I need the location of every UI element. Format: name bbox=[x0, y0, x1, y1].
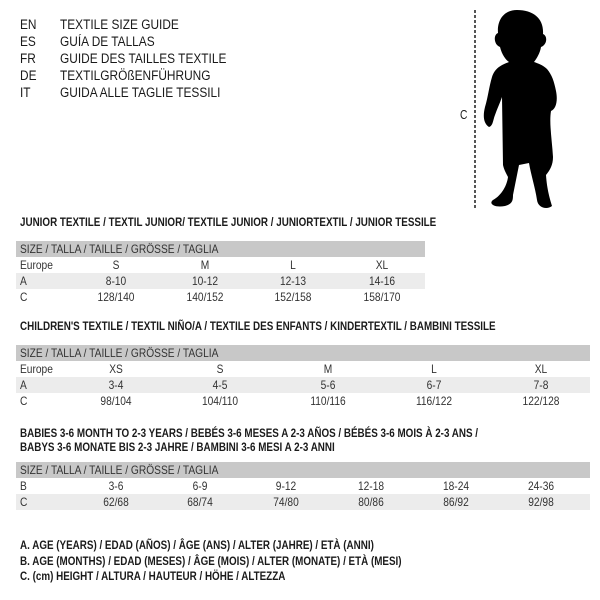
table-cell: 6-9 bbox=[192, 479, 208, 493]
table-cell: 68/74 bbox=[187, 495, 213, 509]
table-cell: 140/152 bbox=[186, 290, 224, 304]
row-label: Europe bbox=[20, 362, 53, 376]
language-code: DE bbox=[20, 68, 37, 83]
table-cell: S bbox=[112, 258, 120, 272]
table-row: Europe XS S M L XL bbox=[16, 361, 590, 377]
table-row: A 3-4 4-5 5-6 6-7 7-8 bbox=[16, 377, 590, 393]
size-table: SIZE / TALLA / TAILLE / GRÖSSE / TAGLIA E… bbox=[16, 241, 425, 305]
language-title: GUÍA DE TALLAS bbox=[60, 34, 155, 49]
table-cell: 3-4 bbox=[108, 378, 124, 392]
size-table: SIZE / TALLA / TAILLE / GRÖSSE / TAGLIA E… bbox=[16, 345, 590, 409]
legend-line: C. (cm) HEIGHT / ALTURA / HAUTEUR / HÖHE… bbox=[20, 569, 286, 583]
language-title: TEXTILE SIZE GUIDE bbox=[60, 17, 179, 32]
table-cell: M bbox=[200, 258, 210, 272]
row-label: Europe bbox=[20, 258, 53, 272]
table-cell: 3-6 bbox=[108, 479, 124, 493]
language-code: EN bbox=[20, 17, 37, 32]
language-title: GUIDA ALLE TAGLIE TESSILI bbox=[60, 85, 221, 100]
row-label: C bbox=[20, 394, 28, 408]
size-table: SIZE / TALLA / TAILLE / GRÖSSE / TAGLIA B… bbox=[16, 462, 590, 510]
table-title: BABYS 3-6 MONATE BIS 2-3 JAHRE / BAMBINI… bbox=[20, 440, 335, 454]
table-cell: 128/140 bbox=[97, 290, 135, 304]
language-title: GUIDE DES TAILLES TEXTILE bbox=[60, 51, 227, 66]
table-row: B 3-6 6-9 9-12 12-18 18-24 24-36 bbox=[16, 478, 590, 494]
figure-label: C bbox=[460, 108, 468, 122]
table-title: CHILDREN'S TEXTILE / TEXTIL NIÑO/A / TEX… bbox=[20, 319, 496, 333]
table-cell: M bbox=[323, 362, 333, 376]
table-title: BABIES 3-6 MONTH TO 2-3 YEARS / BEBÉS 3-… bbox=[20, 426, 479, 440]
table-cell: 122/128 bbox=[522, 394, 560, 408]
table-cell: 18-24 bbox=[442, 479, 470, 493]
table-cell: 116/122 bbox=[415, 394, 453, 408]
row-label: A bbox=[20, 378, 27, 392]
table-cell: XL bbox=[375, 258, 389, 272]
table-cell: 6-7 bbox=[426, 378, 442, 392]
table-title: JUNIOR TEXTILE / TEXTIL JUNIOR/ TEXTILE … bbox=[20, 215, 437, 229]
table-cell: 8-10 bbox=[105, 274, 127, 288]
table-cell: 104/110 bbox=[201, 394, 239, 408]
table-row: C 128/140 140/152 152/158 158/170 bbox=[16, 289, 425, 305]
table-cell: 9-12 bbox=[275, 479, 297, 493]
table-cell: 14-16 bbox=[368, 274, 396, 288]
table-cell: 74/80 bbox=[273, 495, 299, 509]
table-row: A 8-10 10-12 12-13 14-16 bbox=[16, 273, 425, 289]
row-label: C bbox=[20, 495, 28, 509]
legend-line: B. AGE (MONTHS) / EDAD (MESES) / ÂGE (MO… bbox=[20, 553, 402, 568]
table-cell: 12-18 bbox=[357, 479, 385, 493]
table-cell: S bbox=[216, 362, 224, 376]
table-cell: 62/68 bbox=[103, 495, 129, 509]
legend-line: A. AGE (YEARS) / EDAD (AÑOS) / ÂGE (ANS)… bbox=[20, 538, 374, 552]
table-cell: 24-36 bbox=[527, 479, 555, 493]
row-label: B bbox=[20, 479, 27, 493]
language-title: TEXTILGRÖßENFÜHRUNG bbox=[60, 68, 211, 83]
table-cell: 158/170 bbox=[363, 290, 401, 304]
table-cell: XL bbox=[534, 362, 548, 376]
row-label: C bbox=[20, 290, 28, 304]
table-header-row: SIZE / TALLA / TAILLE / GRÖSSE / TAGLIA bbox=[16, 241, 425, 257]
table-header-row: SIZE / TALLA / TAILLE / GRÖSSE / TAGLIA bbox=[16, 462, 590, 478]
table-cell: 110/116 bbox=[310, 394, 346, 408]
table-cell: 4-5 bbox=[212, 378, 228, 392]
table-cell: 5-6 bbox=[320, 378, 336, 392]
table-cell: L bbox=[431, 362, 437, 376]
table-header: SIZE / TALLA / TAILLE / GRÖSSE / TAGLIA bbox=[20, 242, 219, 256]
table-header: SIZE / TALLA / TAILLE / GRÖSSE / TAGLIA bbox=[20, 463, 219, 477]
table-cell: 86/92 bbox=[443, 495, 469, 509]
table-cell: 10-12 bbox=[191, 274, 219, 288]
table-cell: 7-8 bbox=[533, 378, 549, 392]
row-label: A bbox=[20, 274, 27, 288]
table-cell: 80/86 bbox=[358, 495, 384, 509]
table-cell: L bbox=[290, 258, 296, 272]
language-code: FR bbox=[20, 51, 36, 66]
language-code: ES bbox=[20, 34, 36, 49]
table-cell: 152/158 bbox=[274, 290, 312, 304]
table-cell: XS bbox=[109, 362, 123, 376]
language-code: IT bbox=[20, 85, 31, 100]
table-row: Europe S M L XL bbox=[16, 257, 425, 273]
table-cell: 12-13 bbox=[279, 274, 307, 288]
table-header-row: SIZE / TALLA / TAILLE / GRÖSSE / TAGLIA bbox=[16, 345, 590, 361]
table-cell: 98/104 bbox=[100, 394, 132, 408]
child-silhouette-icon bbox=[474, 10, 557, 208]
table-row: C 62/68 68/74 74/80 80/86 86/92 92/98 bbox=[16, 494, 590, 510]
table-cell: 92/98 bbox=[528, 495, 554, 509]
table-header: SIZE / TALLA / TAILLE / GRÖSSE / TAGLIA bbox=[20, 346, 219, 360]
table-row: C 98/104 104/110 110/116 116/122 122/128 bbox=[16, 393, 590, 409]
